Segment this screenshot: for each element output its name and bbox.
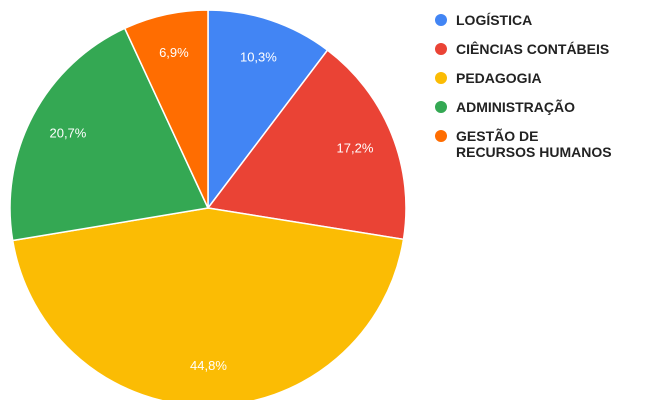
- pie-slice: [123, 9, 209, 209]
- legend-marker: [435, 72, 447, 84]
- pie-slice: [11, 207, 405, 400]
- data-label: 6,9%: [159, 45, 189, 60]
- legend-marker: [435, 43, 447, 55]
- legend-label: ADMINISTRAÇÃO: [456, 99, 575, 115]
- legend-label: LOGÍSTICA: [456, 12, 533, 28]
- pie-slice: [207, 9, 329, 211]
- legend-marker: [435, 101, 447, 113]
- legend-marker: [435, 14, 447, 26]
- data-label: 44,8%: [190, 358, 227, 373]
- legend-marker: [435, 130, 447, 142]
- data-label: 10,3%: [240, 49, 277, 64]
- legend-label: PEDAGOGIA: [456, 70, 542, 86]
- pie-slice: [206, 49, 407, 241]
- data-label: 20,7%: [49, 125, 86, 140]
- legend-label: CIÊNCIAS CONTÁBEIS: [456, 41, 610, 57]
- legend-label: GESTÃO DE RECURSOS HUMANOS: [456, 128, 612, 160]
- data-label: 17,2%: [337, 140, 374, 155]
- pie-slice: [9, 27, 210, 242]
